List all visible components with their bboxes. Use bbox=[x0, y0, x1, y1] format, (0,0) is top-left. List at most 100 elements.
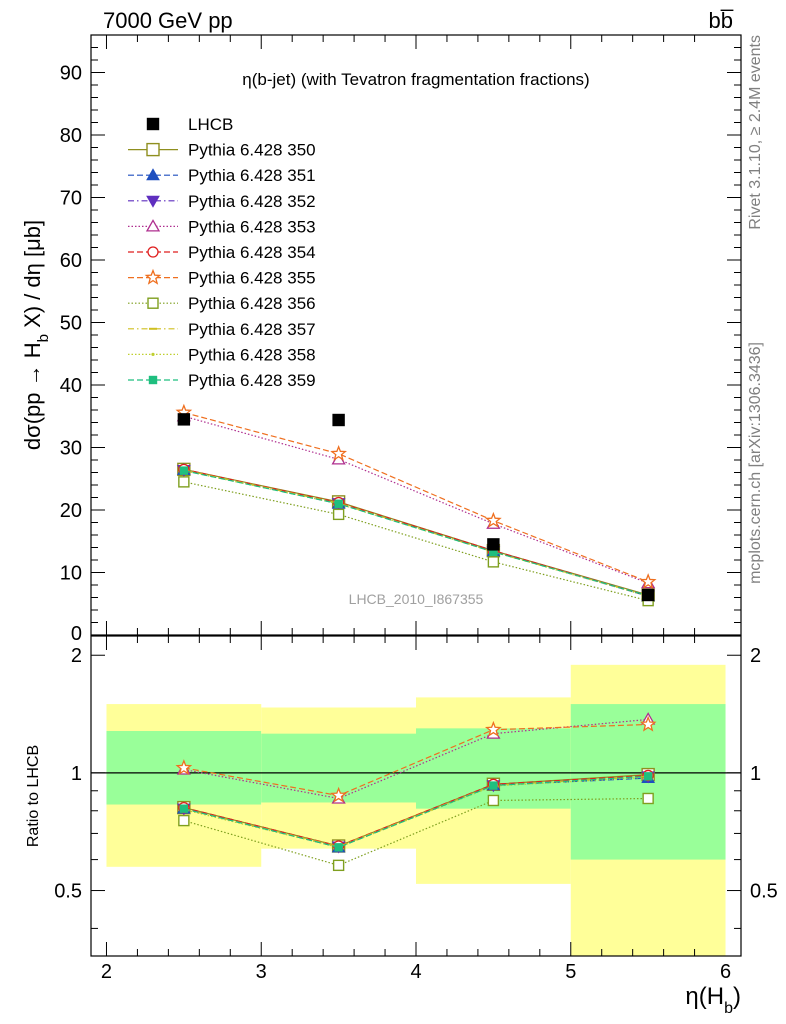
y-tick-label-zero: 0 bbox=[71, 623, 82, 645]
legend-item-pythia-6-428-353: Pythia 6.428 353 bbox=[128, 217, 316, 236]
data-point bbox=[487, 556, 500, 568]
data-point bbox=[334, 499, 343, 508]
ratio-y-tick-label-left: 2 bbox=[71, 645, 82, 667]
y-tick-label: 30 bbox=[60, 438, 82, 460]
data-point bbox=[179, 466, 189, 475]
x-label-rest: ) bbox=[733, 983, 741, 1010]
legend-marker bbox=[146, 168, 160, 181]
main-panel: 10 20 30 40 50 60 70 80 90 0 η(b-jet) (with Tevat… bbox=[20, 34, 742, 645]
legend-item-pythia-6-428-359: Pythia 6.428 359 bbox=[128, 371, 316, 390]
x-tick-label: 2 bbox=[101, 961, 112, 983]
data-point bbox=[639, 573, 657, 590]
ratio-point bbox=[334, 843, 343, 852]
legend-marker bbox=[146, 195, 160, 208]
ratio-panel-frame bbox=[90, 635, 742, 957]
legend-label: Pythia 6.428 352 bbox=[188, 192, 316, 211]
legend-marker bbox=[147, 246, 159, 258]
series-pythia-6-428-358 bbox=[182, 469, 650, 598]
ratio-series-pythia-6-428-359 bbox=[179, 772, 653, 852]
y-label-rest: X) / dη [μb] bbox=[20, 220, 45, 334]
y-tick-label: 20 bbox=[60, 500, 82, 522]
series-line bbox=[183, 469, 649, 597]
data-point bbox=[332, 508, 345, 521]
legend-marker bbox=[148, 375, 158, 385]
x-tick-label: 5 bbox=[565, 961, 576, 983]
main-panel-frame bbox=[90, 34, 742, 636]
data-point bbox=[484, 511, 502, 528]
legend-label: Pythia 6.428 359 bbox=[188, 371, 316, 390]
ratio-line bbox=[183, 797, 649, 866]
ratio-point bbox=[484, 720, 502, 737]
data-point bbox=[330, 444, 347, 461]
series-line bbox=[183, 469, 649, 597]
ratio-point bbox=[332, 859, 345, 872]
y-tick-label: 50 bbox=[60, 313, 82, 335]
y-tick-label: 40 bbox=[60, 375, 82, 397]
analysis-watermark: LHCB_2010_I867355 bbox=[349, 591, 484, 607]
data-point bbox=[641, 588, 655, 602]
legend-item-lhcb: LHCB bbox=[146, 115, 233, 134]
series-line bbox=[183, 470, 649, 597]
x-label-main: η(H bbox=[685, 983, 724, 1010]
series-lhcb bbox=[177, 413, 655, 602]
legend-label: Pythia 6.428 357 bbox=[188, 320, 316, 339]
legend-marker bbox=[151, 352, 155, 356]
ratio-point bbox=[489, 781, 498, 790]
y-tick-label: 10 bbox=[60, 563, 82, 585]
ratio-series-pythia-6-428-355 bbox=[175, 715, 657, 803]
data-point bbox=[487, 538, 500, 551]
ratio-point bbox=[639, 715, 657, 732]
legend-label: Pythia 6.428 355 bbox=[188, 269, 316, 288]
process-label: bb̅ bbox=[709, 8, 734, 33]
legend-label: Pythia 6.428 353 bbox=[188, 217, 316, 236]
ratio-y-tick-label-right: 0.5 bbox=[750, 881, 778, 903]
legend-marker bbox=[146, 142, 160, 157]
series-line bbox=[183, 469, 649, 597]
legend-label: LHCB bbox=[188, 115, 233, 134]
series-pythia-6-428-355 bbox=[175, 403, 657, 590]
legend-item-pythia-6-428-351: Pythia 6.428 351 bbox=[128, 166, 316, 185]
ratio-point bbox=[179, 804, 189, 813]
series-line bbox=[183, 481, 649, 602]
ratio-line bbox=[183, 718, 649, 800]
y-tick-label: 70 bbox=[60, 188, 82, 210]
legend-label: Pythia 6.428 351 bbox=[188, 166, 316, 185]
ratio-series-pythia-6-428-356 bbox=[178, 792, 654, 872]
y-label-sub: b bbox=[35, 334, 52, 342]
main-y-axis-label: dσ(pp → Hb X) / dη [μb] bbox=[20, 220, 52, 450]
ratio-y-tick-label-left: 1 bbox=[71, 763, 82, 785]
energy-label: 7000 GeV pp bbox=[103, 8, 233, 33]
legend-item-pythia-6-428-355: Pythia 6.428 355 bbox=[128, 269, 316, 288]
series-line bbox=[183, 468, 649, 597]
ratio-point bbox=[487, 794, 500, 807]
legend-item-pythia-6-428-356: Pythia 6.428 356 bbox=[128, 294, 316, 313]
series-line bbox=[183, 415, 649, 584]
ratio-line bbox=[183, 776, 649, 848]
legend-item-pythia-6-428-352: Pythia 6.428 352 bbox=[128, 192, 316, 211]
data-point bbox=[177, 413, 191, 426]
series-line bbox=[183, 411, 649, 583]
x-tick-label: 3 bbox=[256, 961, 267, 983]
legend-item-pythia-6-428-354: Pythia 6.428 354 bbox=[128, 243, 316, 262]
ratio-point bbox=[643, 772, 653, 781]
ratio-point bbox=[175, 759, 193, 775]
ratio-y-axis-label: Ratio to LHCB bbox=[25, 745, 42, 847]
ratio-y-tick-label-right: 2 bbox=[750, 645, 761, 667]
data-point bbox=[332, 413, 345, 427]
legend-label: Pythia 6.428 354 bbox=[188, 243, 316, 262]
series-pythia-6-428-353 bbox=[176, 408, 656, 589]
series-pythia-6-428-352 bbox=[176, 465, 656, 603]
ratio-y-tick-label-left: 0.5 bbox=[54, 881, 82, 903]
legend-marker bbox=[146, 117, 160, 131]
ratio-point bbox=[178, 814, 190, 827]
legend-marker bbox=[144, 268, 162, 285]
ratio-panel: 0.5 0.5 1 1 2 2 2 3 4 5 6 Ratio to LHCB η(Hb) bbox=[25, 635, 778, 1017]
y-label-main: dσ(pp → H bbox=[20, 342, 45, 450]
legend-item-pythia-6-428-357: Pythia 6.428 357 bbox=[128, 320, 316, 339]
uncertainty-bands bbox=[106, 664, 726, 956]
x-label-sub: b bbox=[724, 1000, 733, 1017]
y-tick-label: 80 bbox=[60, 125, 82, 147]
y-tick-label: 60 bbox=[60, 250, 82, 272]
data-point bbox=[178, 476, 190, 488]
